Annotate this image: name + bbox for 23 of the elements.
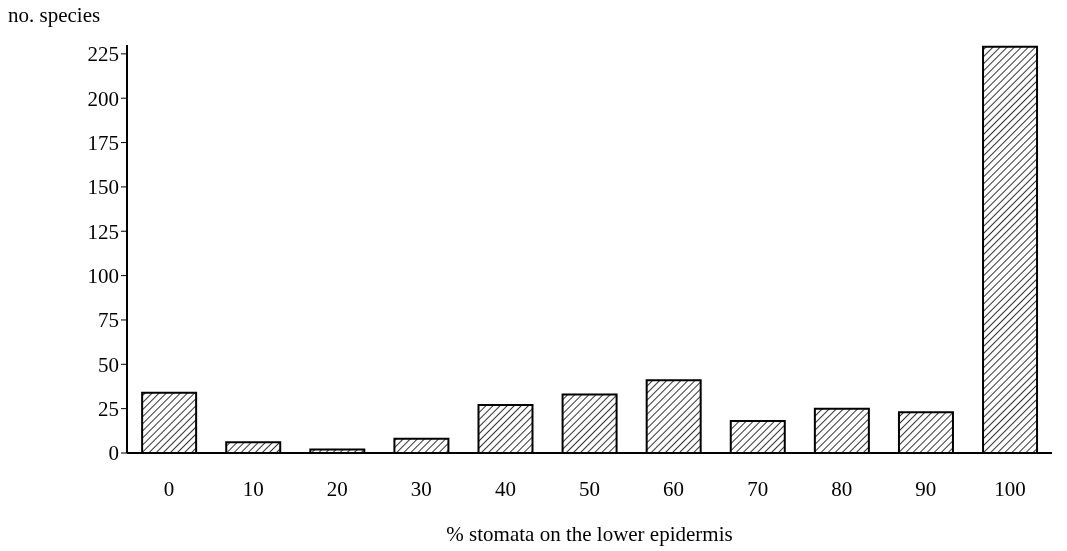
- x-tick-label: 100: [994, 476, 1026, 501]
- x-tick-label: 10: [242, 476, 264, 501]
- y-tick-label: 0: [108, 441, 119, 466]
- y-tick-label: 100: [87, 264, 119, 289]
- x-tick-label: 80: [831, 476, 853, 501]
- x-tick-label: 20: [326, 476, 348, 501]
- y-tick-label: 200: [87, 86, 119, 111]
- x-tick-label: 70: [747, 476, 769, 501]
- y-axis-title: no. species: [8, 3, 101, 27]
- y-tick-label: 150: [87, 175, 119, 200]
- y-tick-label: 225: [87, 42, 119, 67]
- x-tick-label: 0: [163, 476, 175, 501]
- x-tick-label: 30: [410, 476, 432, 501]
- y-tick-label: 25: [98, 397, 119, 422]
- y-tick-label: 175: [87, 131, 119, 156]
- y-tick-label: 75: [98, 308, 119, 333]
- x-tick-label: 90: [915, 476, 937, 501]
- x-tick-label: 60: [663, 476, 685, 501]
- y-tick-label: 50: [98, 352, 119, 377]
- x-axis-title: % stomata on the lower epidermis: [446, 522, 733, 546]
- x-tick-label: 50: [579, 476, 600, 501]
- x-tick-label: 40: [494, 476, 516, 501]
- y-tick-label: 125: [87, 219, 119, 244]
